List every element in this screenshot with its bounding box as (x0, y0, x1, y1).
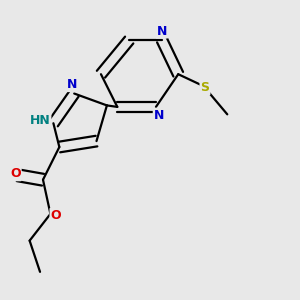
Text: N: N (154, 109, 164, 122)
Text: S: S (200, 81, 209, 94)
Text: HN: HN (30, 114, 50, 127)
Text: N: N (157, 25, 167, 38)
Text: O: O (50, 209, 61, 222)
Text: O: O (10, 167, 21, 180)
Text: N: N (67, 78, 77, 91)
